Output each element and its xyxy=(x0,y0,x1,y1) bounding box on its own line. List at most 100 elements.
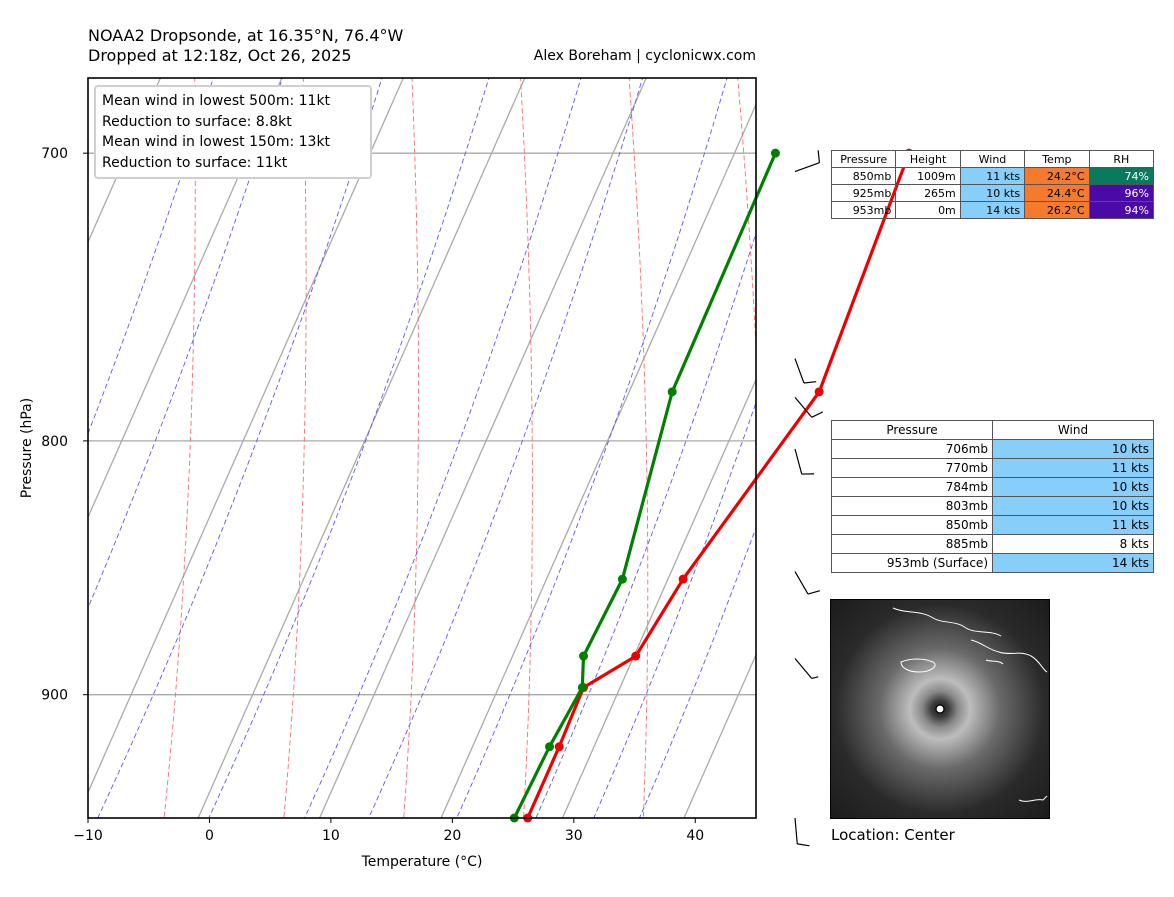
wind-barb-flag xyxy=(811,411,824,418)
pressure-cell: 803mb xyxy=(831,496,993,516)
table-row: 706mb 10 kts xyxy=(831,439,1154,459)
wind-cell: 11 kts xyxy=(959,167,1026,185)
pressure-cell: 953mb (Surface) xyxy=(831,553,993,573)
dry-adiabat-line xyxy=(628,78,649,818)
dewpoint-point xyxy=(770,148,780,158)
wind-cell: 8 kts xyxy=(992,534,1154,554)
wind-barb-shaft xyxy=(794,396,813,418)
wind-barb-shaft xyxy=(794,162,820,173)
wind-cell: 10 kts xyxy=(992,496,1154,516)
x-tick-label: 40 xyxy=(686,828,704,844)
mixing-ratio-line xyxy=(456,78,728,818)
table-row: 803mb 10 kts xyxy=(831,496,1154,516)
x-tick-label: −10 xyxy=(73,828,103,844)
pressure-cell: 885mb xyxy=(831,534,993,554)
mixing-ratio-line xyxy=(593,401,756,818)
mixing-ratio-line xyxy=(208,78,490,818)
legend-line: Mean wind in lowest 150m: 13kt xyxy=(102,134,331,150)
rh-cell: 74% xyxy=(1088,167,1155,185)
y-tick-label: 700 xyxy=(41,146,68,162)
wind-barb-shaft xyxy=(794,448,803,475)
wind-barb xyxy=(794,817,810,847)
wind-barb-flag xyxy=(817,150,821,163)
dry-adiabat-line xyxy=(163,78,196,818)
height-cell: 265m xyxy=(895,184,961,202)
satellite-image xyxy=(830,599,1050,819)
temperature-point xyxy=(631,651,641,661)
table-header-row: Pressure Height Wind Temp RH xyxy=(830,150,1155,168)
isotherm-line xyxy=(561,378,756,818)
mixing-ratio-line xyxy=(304,78,582,818)
wind-summary-legend: Mean wind in lowest 500m: 11kt Reduction… xyxy=(94,85,372,179)
wind-cell: 10 kts xyxy=(992,477,1154,497)
wind-cell: 14 kts xyxy=(959,201,1026,219)
legend-line: Mean wind in lowest 500m: 11kt xyxy=(102,93,331,109)
dry-adiabat-line xyxy=(283,78,307,818)
dewpoint-line xyxy=(512,152,777,819)
mixing-ratio-line xyxy=(88,78,283,610)
wind-barb xyxy=(794,658,819,679)
wind-barb-flag xyxy=(797,843,810,847)
rh-cell: 96% xyxy=(1088,184,1155,202)
table-header: Wind xyxy=(992,420,1154,440)
wind-cell: 10 kts xyxy=(959,184,1026,202)
wind-cell: 11 kts xyxy=(992,458,1154,478)
wind-cell: 14 kts xyxy=(992,553,1154,573)
table-row: 770mb 11 kts xyxy=(831,458,1154,478)
table-row: 925mb 265m 10 kts 24.4°C 96% xyxy=(830,184,1155,202)
table-header: Temp xyxy=(1024,150,1090,168)
x-tick-label: 20 xyxy=(443,828,461,844)
x-tick-label: 30 xyxy=(565,828,583,844)
wind-barb-flag xyxy=(803,381,817,384)
wind-barb xyxy=(794,396,824,418)
mixing-ratio-line xyxy=(535,231,756,818)
wind-barb-shaft xyxy=(794,358,805,384)
temperature-point xyxy=(678,574,688,584)
satellite-location-label: Location: Center xyxy=(831,826,955,844)
legend-line: Reduction to surface: 8.8kt xyxy=(102,113,292,130)
wind-barb-shaft xyxy=(794,571,809,595)
wind-barb xyxy=(794,448,815,475)
credit-text: Alex Boreham | cyclonicwx.com xyxy=(533,48,756,64)
height-cell: 1009m xyxy=(895,167,961,185)
table-row: 850mb 1009m 11 kts 24.2°C 74% xyxy=(830,167,1155,185)
isotherm-line xyxy=(318,78,647,818)
mixing-ratio-line xyxy=(638,526,756,818)
wind-cell: 10 kts xyxy=(992,439,1154,459)
wind-barb-flag xyxy=(807,590,821,595)
wind-barb xyxy=(794,150,821,173)
y-axis-label: Pressure (hPa) xyxy=(19,398,35,498)
table-row: 784mb 10 kts xyxy=(831,477,1154,497)
isotherm-line xyxy=(88,78,405,795)
chart-title-line2: Dropped at 12:18z, Oct 26, 2025 xyxy=(88,46,352,65)
dewpoint-point xyxy=(577,683,587,693)
table-header: Height xyxy=(895,150,961,168)
pressure-cell: 953mb xyxy=(830,201,897,219)
coastline-overlay xyxy=(892,607,1048,802)
table-row: 885mb 8 kts xyxy=(831,534,1154,554)
chart-title-line1: NOAA2 Dropsonde, at 16.35°N, 76.4°W xyxy=(88,26,404,45)
temp-cell: 26.2°C xyxy=(1024,201,1090,219)
dry-adiabat-line xyxy=(520,78,533,818)
table-header: Wind xyxy=(959,150,1026,168)
temp-cell: 24.4°C xyxy=(1024,184,1090,202)
storm-center-marker xyxy=(935,704,945,714)
pressure-cell: 925mb xyxy=(830,184,897,202)
table-row: 953mb (Surface) 14 kts xyxy=(831,553,1154,573)
wind-barb xyxy=(794,571,821,595)
x-tick-label: 0 xyxy=(205,828,214,844)
mixing-ratio-line xyxy=(97,78,383,818)
pressure-cell: 850mb xyxy=(831,515,993,535)
mixing-ratio-line xyxy=(368,78,644,818)
pressure-cell: 784mb xyxy=(831,477,993,497)
dewpoint-point xyxy=(579,651,589,661)
pressure-cell: 770mb xyxy=(831,458,993,478)
wind-barb-flag xyxy=(811,676,819,679)
plot-frame xyxy=(87,77,757,819)
pressure-cell: 850mb xyxy=(830,167,897,185)
y-tick-label: 900 xyxy=(41,688,68,704)
level-summary-table: Pressure Height Wind Temp RH 850mb 1009m… xyxy=(830,150,1155,219)
height-cell: 0m xyxy=(895,201,961,219)
isotherm-line xyxy=(440,102,756,818)
isotherm-line xyxy=(197,78,526,818)
